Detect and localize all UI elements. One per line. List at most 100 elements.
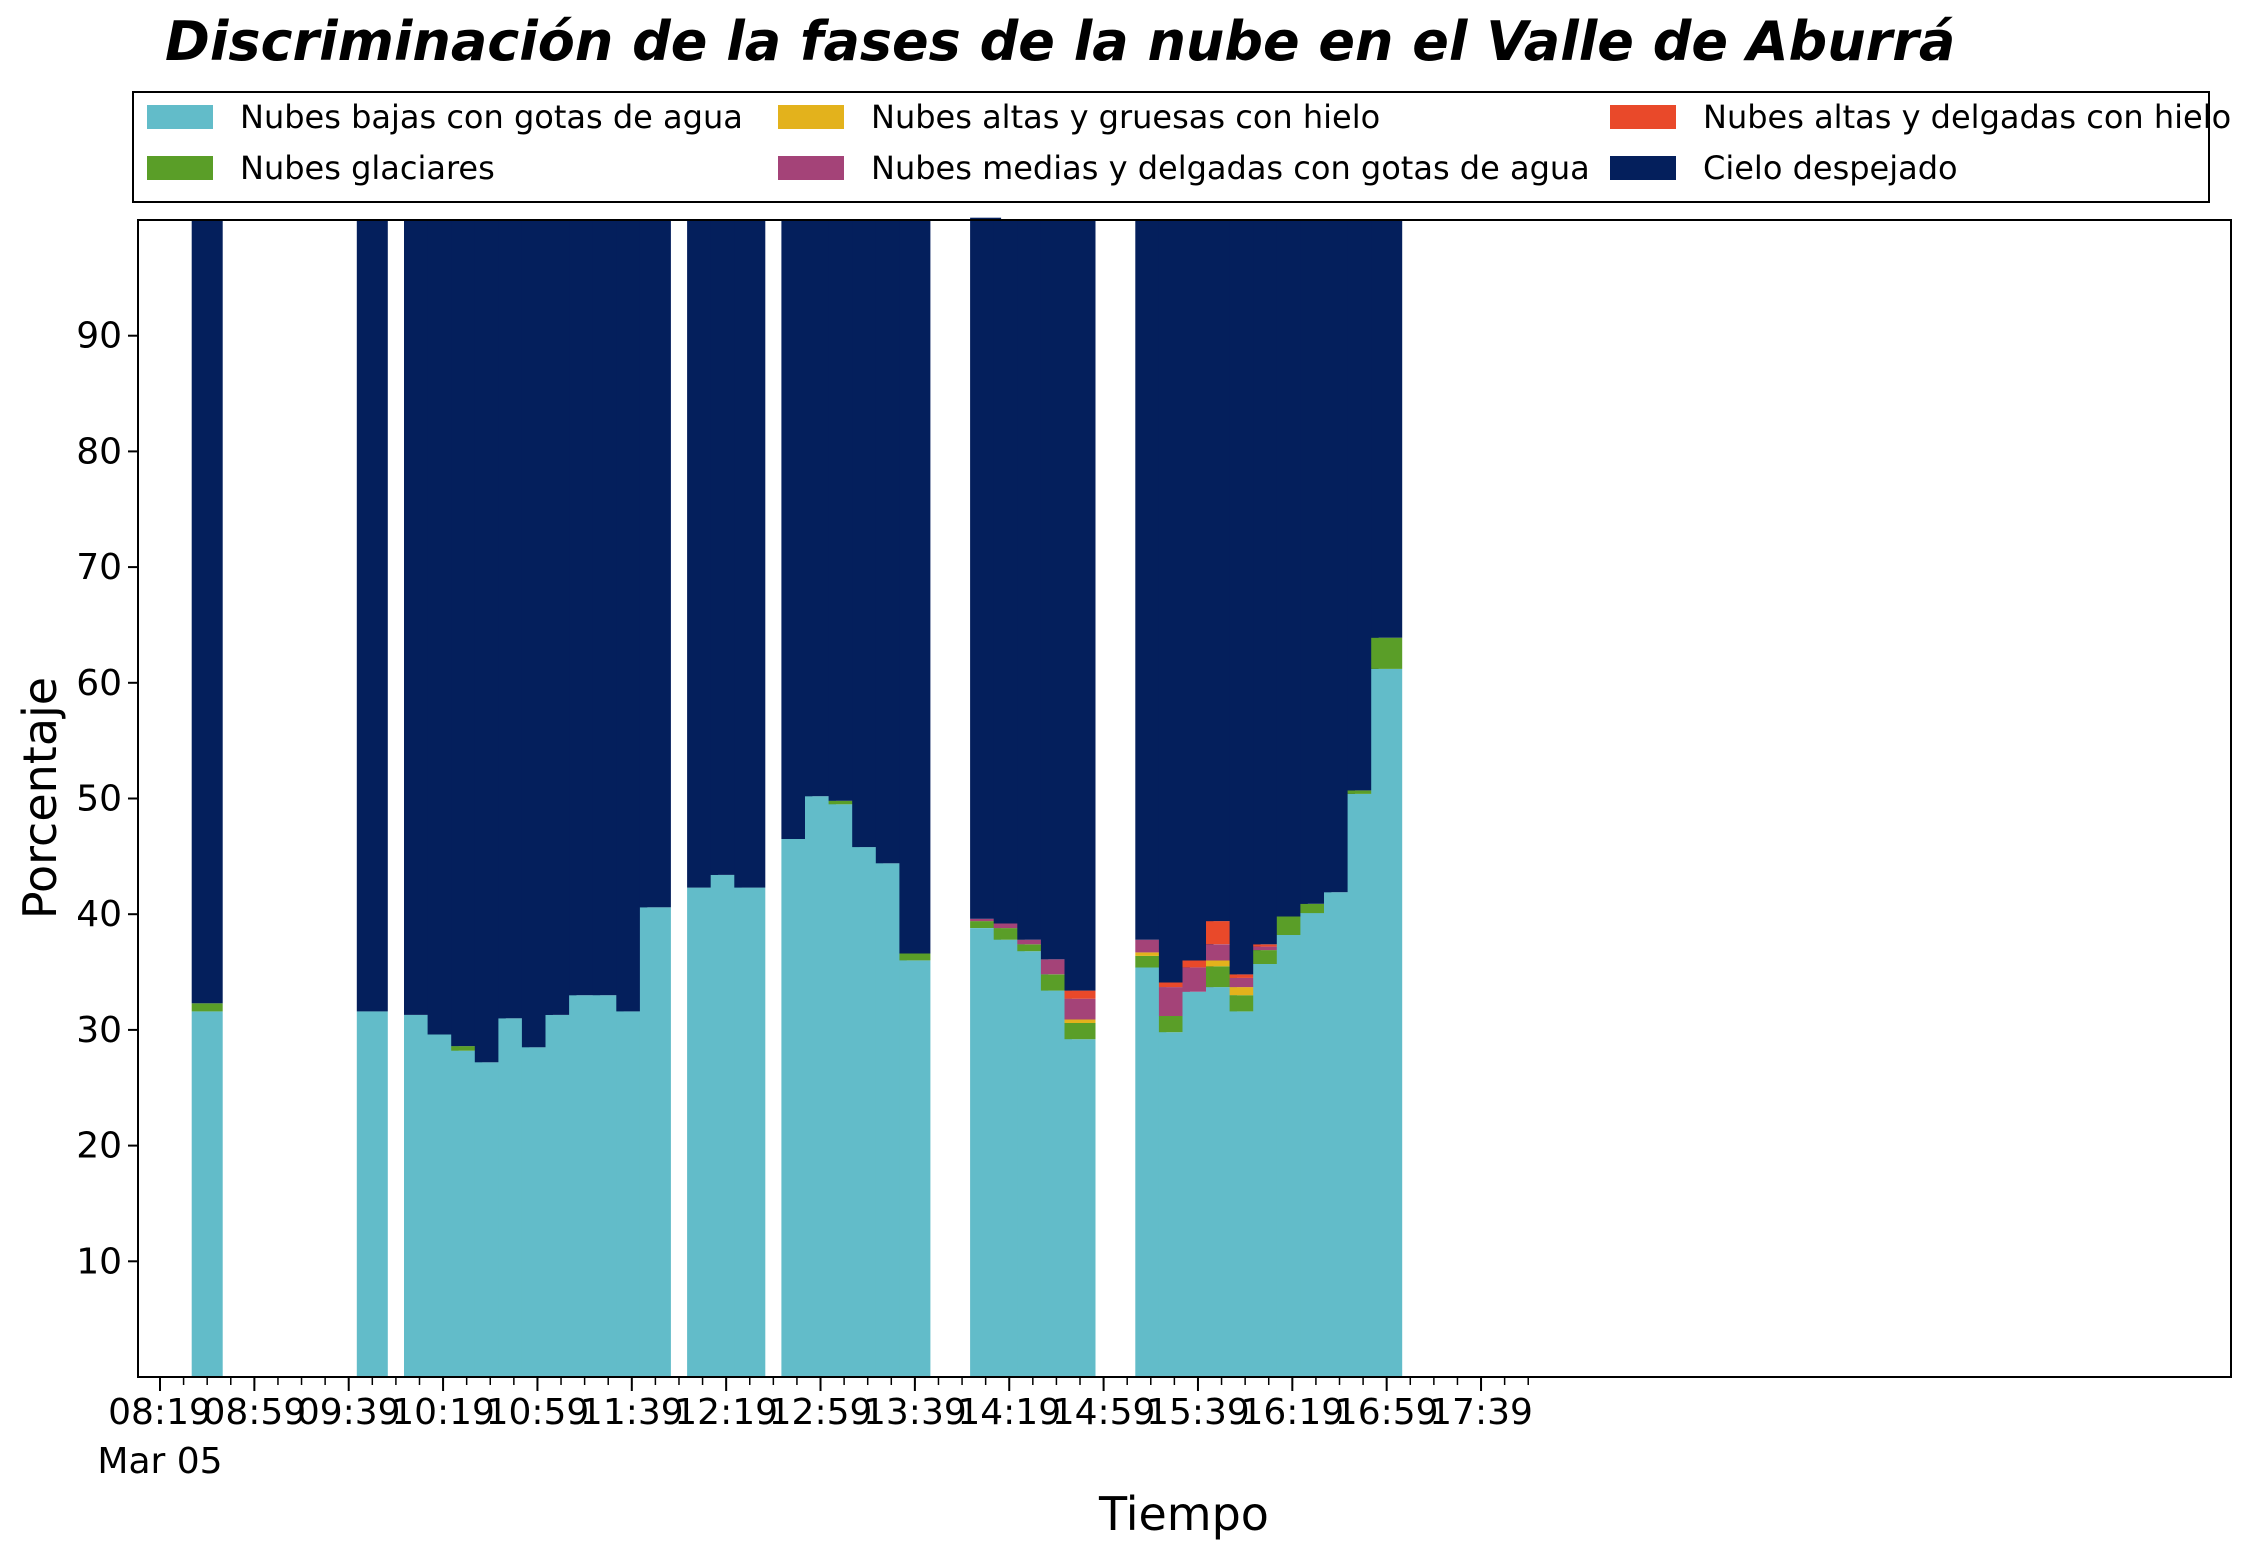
- bar-segment: [1040, 959, 1072, 975]
- bar-segment: [734, 887, 766, 1377]
- bar-segment: [828, 800, 860, 805]
- y-tick-label: 70: [76, 547, 122, 588]
- bar-segment: [1206, 944, 1237, 961]
- bar-segment: [1229, 977, 1261, 988]
- bar-segment: [1300, 903, 1332, 914]
- bar-stack: [356, 220, 388, 1377]
- bar-segment: [1135, 939, 1167, 953]
- y-tick-label: 40: [76, 894, 122, 935]
- bar-segment: [1371, 637, 1403, 669]
- bars: [191, 217, 1403, 1377]
- bar-segment: [970, 918, 1002, 922]
- bar-segment: [1229, 974, 1261, 978]
- bar-segment: [899, 220, 931, 954]
- bar-segment: [1253, 946, 1285, 951]
- y-axis: 10 20 30 40 50 60 70 80 90: [76, 316, 138, 1282]
- x-tick-label: 16:19: [1240, 1392, 1344, 1433]
- y-tick-label: 90: [76, 316, 122, 357]
- bar-segment: [993, 928, 1025, 940]
- legend-label: Nubes glaciares: [240, 149, 495, 187]
- x-axis: 08:1908:5909:3910:1910:5911:3912:1912:59…: [108, 1377, 1533, 1433]
- bar-stack: [1064, 220, 1096, 1377]
- bar-segment: [899, 960, 931, 1377]
- bar-segment: [1276, 916, 1308, 935]
- bar-segment: [191, 1011, 223, 1377]
- bar-stack: [1371, 220, 1403, 1377]
- bar-segment: [1253, 944, 1285, 947]
- bar-segment: [1158, 982, 1190, 988]
- x-tick-label: 16:59: [1335, 1392, 1439, 1433]
- bar-segment: [1206, 966, 1237, 988]
- y-tick-label: 60: [76, 663, 122, 704]
- legend-label: Nubes bajas con gotas de agua: [240, 98, 743, 136]
- bar-stack: [734, 220, 766, 1377]
- bar-segment: [1064, 220, 1096, 991]
- x-tick-label: 09:39: [297, 1392, 401, 1433]
- x-tick-label: 12:59: [769, 1392, 873, 1433]
- x-tick-label: 08:19: [108, 1392, 212, 1433]
- bar-segment: [639, 220, 671, 908]
- legend: Nubes bajas con gotas de agua Nubes altas…: [132, 91, 2231, 203]
- bar-segment: [1064, 1019, 1096, 1023]
- bar-segment: [639, 907, 671, 1377]
- x-tick-label: 14:59: [1052, 1392, 1156, 1433]
- legend-frame: [132, 91, 2210, 203]
- bar-segment: [1135, 952, 1167, 956]
- legend-swatch: [1610, 156, 1676, 180]
- x-tick-label: 12:19: [674, 1392, 778, 1433]
- legend-swatch: [778, 156, 844, 180]
- bar-stack: [639, 220, 671, 1377]
- legend-swatch: [147, 105, 213, 129]
- x-tick-label: 13:39: [863, 1392, 967, 1433]
- bar-segment: [1017, 944, 1049, 952]
- bar-stack: [191, 220, 223, 1377]
- x-tick-label: 11:39: [580, 1392, 684, 1433]
- bar-stack: [899, 220, 931, 1377]
- bar-segment: [993, 923, 1025, 929]
- bar-segment: [1064, 1039, 1096, 1377]
- legend-label: Nubes medias y delgadas con gotas de agu…: [871, 149, 1590, 187]
- bar-segment: [191, 1003, 223, 1012]
- bar-segment: [970, 921, 1002, 928]
- legend-swatch: [147, 156, 213, 180]
- bar-segment: [356, 1011, 388, 1377]
- y-tick-label: 20: [76, 1126, 122, 1167]
- bar-segment: [1040, 974, 1072, 991]
- x-tick-label: 10:19: [391, 1392, 495, 1433]
- y-tick-label: 80: [76, 431, 122, 472]
- bar-segment: [1253, 950, 1285, 964]
- bar-segment: [1206, 921, 1237, 945]
- x-tick-label: 15:39: [1146, 1392, 1250, 1433]
- bar-segment: [451, 1046, 483, 1051]
- bar-segment: [1158, 1016, 1190, 1033]
- bar-segment: [1371, 220, 1403, 638]
- bar-segment: [734, 220, 766, 888]
- bar-segment: [1371, 668, 1403, 1377]
- x-tick-date-label: Mar 05: [97, 1441, 222, 1482]
- y-tick-label: 30: [76, 1010, 122, 1051]
- bar-stack: [498, 220, 530, 1377]
- x-tick-label: 10:59: [486, 1392, 590, 1433]
- bar-segment: [1206, 960, 1237, 967]
- x-tick-label: 14:19: [957, 1392, 1061, 1433]
- legend-label: Nubes altas y delgadas con hielo: [1703, 98, 2231, 136]
- chart-title: Discriminación de la fases de la nube en…: [165, 10, 1955, 73]
- y-tick-label: 50: [76, 779, 122, 820]
- x-axis-label: Tiempo: [1098, 1487, 1269, 1541]
- x-tick-label: 08:59: [202, 1392, 306, 1433]
- legend-label: Nubes altas y gruesas con hielo: [871, 98, 1380, 136]
- bar-segment: [1064, 998, 1096, 1020]
- bar-segment: [1229, 995, 1261, 1012]
- x-tick-label: 17:39: [1429, 1392, 1533, 1433]
- bar-segment: [1135, 955, 1167, 968]
- bar-segment: [1064, 990, 1096, 999]
- bar-segment: [899, 953, 931, 961]
- bar-segment: [356, 220, 388, 1012]
- legend-label: Cielo despejado: [1703, 149, 1958, 187]
- bar-segment: [1347, 790, 1379, 794]
- bar-segment: [191, 220, 223, 1004]
- legend-swatch: [778, 105, 844, 129]
- y-tick-label: 10: [76, 1241, 122, 1282]
